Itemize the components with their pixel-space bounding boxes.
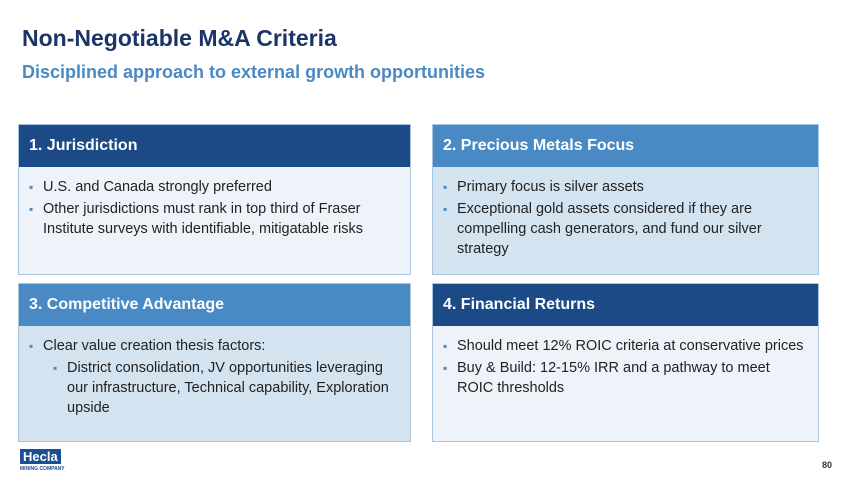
panel: 1. JurisdictionU.S. and Canada strongly … <box>18 124 411 275</box>
panel-title: 1. Jurisdiction <box>19 125 410 167</box>
bullet: Buy & Build: 12-15% IRR and a pathway to… <box>443 358 804 398</box>
panel-title: 2. Precious Metals Focus <box>433 125 818 167</box>
logo-sub: MINING COMPANY <box>20 466 65 472</box>
panel: 2. Precious Metals FocusPrimary focus is… <box>432 124 819 275</box>
bullet: Clear value creation thesis factors: <box>29 336 396 356</box>
panel-title: 3. Competitive Advantage <box>19 284 410 326</box>
bullet: Should meet 12% ROIC criteria at conserv… <box>443 336 804 356</box>
bullet: Primary focus is silver assets <box>443 177 804 197</box>
panel: 3. Competitive AdvantageClear value crea… <box>18 283 411 442</box>
sub-bullet: District consolidation, JV opportunities… <box>53 358 396 418</box>
logo: Hecla MINING COMPANY <box>20 448 65 472</box>
bullet: Other jurisdictions must rank in top thi… <box>29 199 396 239</box>
panel: 4. Financial Returns Should meet 12% ROIC… <box>432 283 819 442</box>
bullet: Exceptional gold assets considered if th… <box>443 199 804 259</box>
logo-text: Hecla <box>20 449 61 464</box>
bullet: U.S. and Canada strongly preferred <box>29 177 396 197</box>
panel-title: 4. Financial Returns <box>433 284 818 326</box>
subtitle: Disciplined approach to external growth … <box>22 62 486 82</box>
panel-body: Should meet 12% ROIC criteria at conserv… <box>433 326 818 398</box>
panel-body: Primary focus is silver assetsExceptiona… <box>433 167 818 259</box>
title: Non-Negotiable M&A Criteria <box>22 25 337 51</box>
panel-body: U.S. and Canada strongly preferredOther … <box>19 167 410 239</box>
panel-body: Clear value creation thesis factors:Dist… <box>19 326 410 418</box>
page-number: 80 <box>821 460 832 470</box>
